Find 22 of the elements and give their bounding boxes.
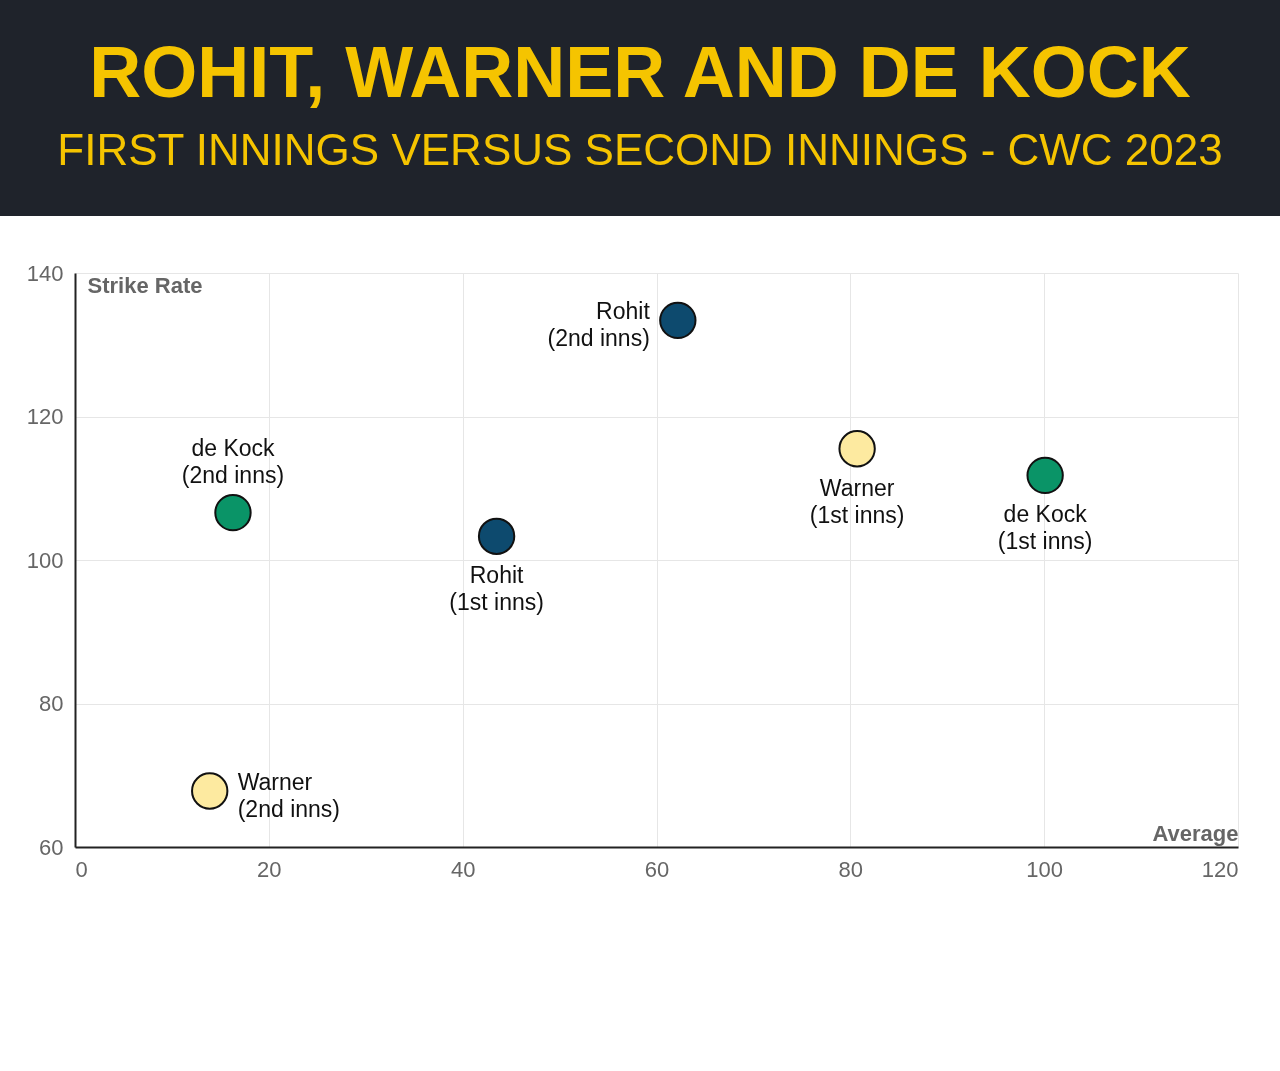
y-tick-label: 80 xyxy=(39,691,64,716)
y-axis-title: Strike Rate xyxy=(87,272,203,298)
y-tick-label: 140 xyxy=(26,260,64,286)
x-tick-label: 100 xyxy=(1026,856,1064,882)
x-axis-title: Average xyxy=(1152,820,1239,846)
x-tick-label: 80 xyxy=(838,856,864,882)
series-label: de Kock (1st inns) xyxy=(997,501,1093,555)
x-tick-label: 60 xyxy=(644,856,670,882)
chart-title: ROHIT, WARNER AND DE KOCK xyxy=(89,32,1191,112)
series-label: de Kock (2nd inns) xyxy=(181,434,285,488)
y-tick-label: 100 xyxy=(26,547,64,573)
series-label: Rohit (2nd inns) xyxy=(547,298,651,352)
series-label: Rohit (1st inns) xyxy=(449,562,544,616)
x-tick-label: 20 xyxy=(257,856,282,882)
y-tick-label: 120 xyxy=(26,404,64,429)
x-tick-label: 40 xyxy=(450,856,476,882)
series-label: Warner (1st inns) xyxy=(809,474,905,528)
x-tick-label: 0 xyxy=(75,856,88,882)
y-tick-label: 60 xyxy=(39,834,64,860)
x-tick-label: 120 xyxy=(1201,856,1239,882)
chart-subtitle: FIRST INNINGS VERSUS SECOND INNINGS - CWC 2023 xyxy=(57,125,1223,174)
series-label: Warner (2nd inns) xyxy=(237,769,340,823)
